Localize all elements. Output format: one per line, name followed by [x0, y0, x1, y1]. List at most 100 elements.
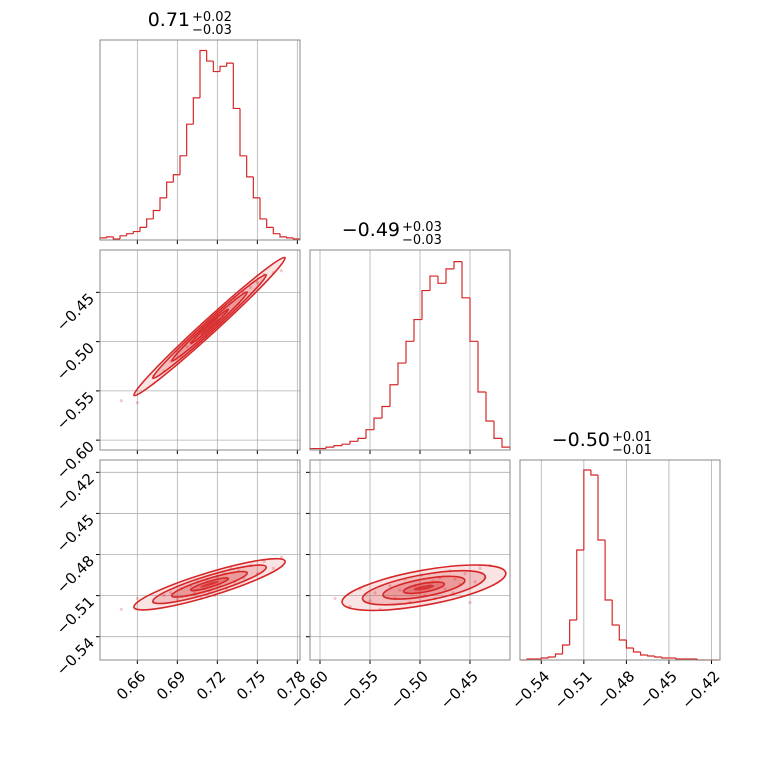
scatter-point [478, 566, 482, 570]
hist-step [325, 446, 334, 449]
scatter-point [262, 559, 266, 563]
scatter-point [443, 587, 447, 591]
hist-step [152, 209, 160, 219]
scatter-point [271, 566, 275, 570]
hist-step [126, 233, 134, 236]
hist-step [159, 197, 167, 211]
hist-step [172, 174, 180, 183]
title-value: −0.50 [552, 429, 610, 451]
hist-step [661, 657, 669, 659]
x-tick-label: 0.69 [153, 667, 189, 703]
hist-step [132, 230, 140, 234]
x-tick-label: 0.66 [113, 667, 149, 703]
hist-step [389, 384, 398, 407]
panel-title: −0.50 [552, 429, 610, 451]
hist-step [259, 197, 267, 220]
scatter-point [249, 285, 253, 290]
hist-step [139, 226, 147, 232]
scatter-point [255, 280, 259, 285]
scatter-point [368, 599, 372, 603]
panel: −0.60 −0.55 −0.50 −0.45 [287, 459, 511, 713]
scatter-point [162, 594, 166, 598]
panel-frame [309, 249, 511, 451]
scatter-point [473, 580, 477, 584]
hist-step [461, 261, 470, 299]
hist-step [272, 227, 280, 235]
hist-step [485, 392, 494, 422]
hist-step [349, 440, 358, 445]
hist-step [381, 405, 390, 419]
title-minus: −0.01 [612, 443, 652, 458]
title-value: −0.49 [342, 219, 400, 241]
hist-step [179, 155, 187, 175]
x-tick-label: −0.48 [593, 667, 638, 712]
panel: 0.71 +0.02−0.03 [99, 9, 301, 244]
hist-step [186, 123, 194, 156]
hist-step [219, 65, 227, 72]
hist-step [576, 549, 584, 620]
hist-step [611, 600, 620, 626]
panel: −0.45−0.50−0.55−0.60 [53, 249, 301, 483]
panel-frame [519, 459, 721, 661]
hist-step [232, 63, 240, 110]
hist-step [413, 318, 422, 342]
hist-step [405, 340, 414, 364]
scatter-point [119, 399, 123, 403]
hist-step [453, 260, 462, 269]
hist-step [493, 421, 502, 440]
scatter-point [468, 600, 472, 605]
y-tick-label: −0.51 [53, 593, 98, 638]
hist-step [597, 475, 606, 541]
hist-step [286, 236, 294, 239]
hist-step [647, 655, 655, 657]
hist-step [654, 656, 662, 658]
hist-step [226, 62, 234, 67]
panel: −0.54−0.51−0.48−0.45−0.42 −0.50 +0.01−0.01 [508, 429, 723, 713]
hist-step [625, 640, 634, 649]
hist-step [341, 443, 350, 446]
contour-core [413, 584, 435, 591]
x-tick-label: −0.54 [508, 667, 553, 712]
y-tick-label: −0.48 [53, 552, 98, 597]
hist-step [239, 108, 247, 157]
x-tick-label: 0.75 [233, 667, 269, 703]
x-tick-label: −0.55 [337, 667, 382, 712]
x-tick-label: −0.45 [636, 667, 681, 712]
hist-step [112, 236, 120, 240]
hist-step [618, 625, 627, 641]
hist-step [212, 61, 220, 73]
panel: −0.49 +0.03−0.03 [309, 219, 511, 454]
title-plus: +0.03 [402, 220, 442, 235]
hist-step [590, 470, 599, 476]
x-tick-label: −0.45 [437, 667, 482, 712]
hist-step [397, 362, 406, 385]
hist-step [429, 275, 438, 291]
scatter-point [279, 555, 283, 559]
hist-step [639, 652, 648, 656]
y-tick-label: −0.55 [53, 388, 98, 433]
y-tick-label: −0.45 [53, 511, 98, 556]
panel-title: −0.49 [342, 219, 400, 241]
scatter-point [135, 596, 139, 600]
hist-step [252, 176, 260, 199]
hist-step [554, 653, 563, 657]
hist-step [547, 656, 556, 658]
hist-step [437, 276, 446, 284]
panel-frame [99, 459, 301, 661]
hist-step [106, 236, 114, 238]
x-tick-label: −0.42 [678, 667, 723, 712]
hist-step [561, 644, 570, 654]
scatter-point [185, 344, 189, 349]
y-tick-label: −0.45 [53, 290, 98, 335]
panel-frame [309, 459, 511, 661]
hist-step [199, 49, 207, 98]
panel-title: 0.71 [148, 9, 190, 31]
hist-step [266, 218, 274, 228]
scatter-point [463, 572, 467, 576]
hist-step [146, 218, 154, 228]
scatter-point [373, 591, 377, 595]
hist-step [421, 289, 430, 320]
title-minus: −0.03 [192, 23, 232, 38]
title-plus: +0.02 [192, 10, 232, 25]
